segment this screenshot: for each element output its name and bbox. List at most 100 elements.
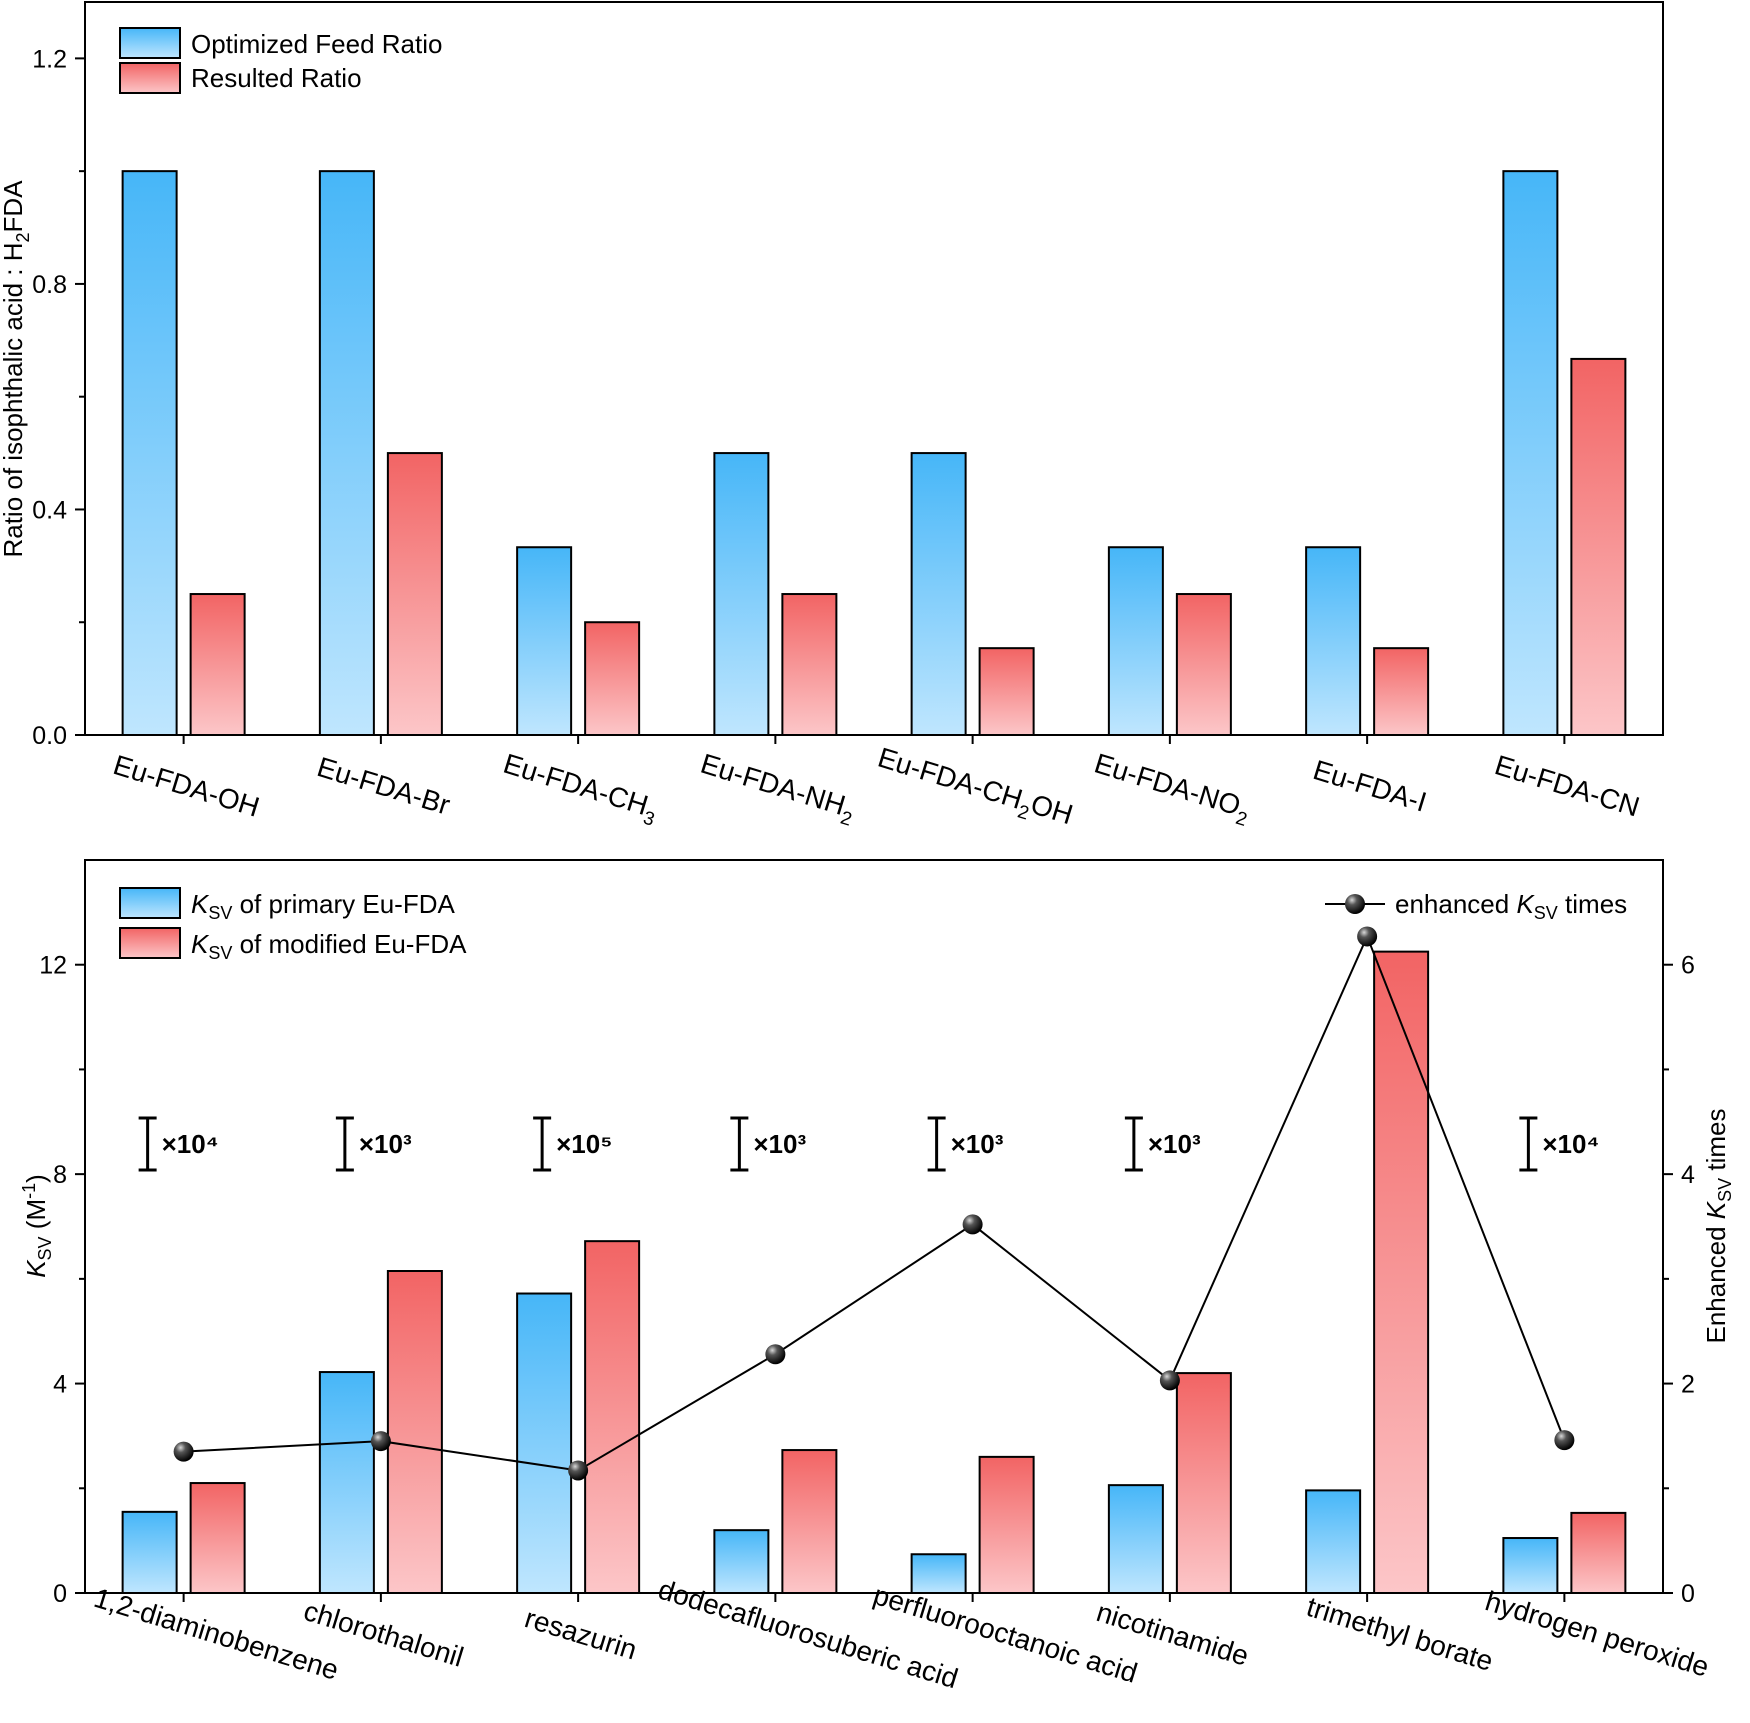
enhanced-ksv-line <box>173 926 1575 1481</box>
ratio-bar-feed-4 <box>910 452 967 736</box>
enhanced-ksv-point-4 <box>962 1214 983 1235</box>
legend-swatch-primary <box>119 887 181 919</box>
ratio-plot-frame <box>84 1 1664 736</box>
ratio-bar-resulted-7 <box>1570 357 1627 736</box>
multiplier-label: ×10³ <box>1148 1129 1201 1159</box>
enhanced-ksv-point-2 <box>568 1460 589 1481</box>
ratio-bar-feed-6 <box>1305 546 1362 737</box>
ksv-y-tick-label: 8 <box>53 1161 67 1189</box>
enhanced-y-tick-label: 2 <box>1681 1371 1695 1399</box>
enhanced-ksv-polyline <box>183 933 1566 1472</box>
ratio-bar-resulted-1 <box>386 452 443 736</box>
enhanced-y-tick-label: 0 <box>1681 1580 1695 1608</box>
ksv-y-ticks: 0 4 8 12 <box>39 952 85 1608</box>
ratio-category-label: Eu-FDA-OH <box>110 749 263 823</box>
ratio-x-ticks <box>182 735 1566 744</box>
ratio-bar-feed-7 <box>1502 170 1559 736</box>
legend-label-modified: KSV of modified Eu-FDA <box>191 929 467 963</box>
ratio-bar-resulted-4 <box>978 647 1035 736</box>
ratio-y-tick-label: 0.0 <box>32 722 67 750</box>
ratio-bar-feed-5 <box>1107 546 1164 737</box>
ratio-category-label: Eu-FDA-NO2 <box>1089 747 1255 831</box>
ksv-category-label: resazurin <box>521 1602 640 1665</box>
ratio-bar-resulted-5 <box>1175 593 1232 736</box>
ksv-bar-primary-4 <box>910 1553 967 1595</box>
ksv-category-label: hydrogen peroxide <box>1482 1585 1713 1682</box>
ksv-plot-frame <box>84 859 1664 1594</box>
enhanced-ksv-point-0 <box>173 1441 194 1462</box>
multiplier-label: ×10⁴ <box>1542 1129 1599 1159</box>
ratio-bar-feed-0 <box>121 170 178 736</box>
enhanced-y-tick-label: 6 <box>1681 952 1695 980</box>
ksv-bars <box>121 950 1627 1595</box>
ksv-bar-primary-6 <box>1305 1489 1362 1595</box>
legend-label-feed: Optimized Feed Ratio <box>191 29 442 59</box>
ksv-x-ticks <box>182 1593 1566 1602</box>
ratio-bar-feed-2 <box>516 546 573 737</box>
ksv-bar-primary-5 <box>1107 1484 1164 1594</box>
ratio-y-axis-title: Ratio of isophthalic acid : H2FDA <box>0 180 33 558</box>
ratio-bar-feed-1 <box>318 170 375 736</box>
ratio-category-label: Eu-FDA-Br <box>314 751 454 821</box>
ratio-y-tick-label: 0.8 <box>32 271 67 299</box>
multiplier-label: ×10⁵ <box>556 1129 612 1159</box>
multiplier-bracket <box>927 1116 946 1172</box>
ratio-legend: Optimized Feed Ratio Resulted Ratio <box>119 27 442 94</box>
ksv-legend: KSV of primary Eu-FDA KSV of modified Eu… <box>119 887 1627 963</box>
legend-swatch-feed <box>119 27 181 59</box>
ratio-category-label: Eu-FDA-CH2OH <box>872 742 1076 837</box>
multiplier-label: ×10⁴ <box>162 1129 219 1159</box>
ksv-bar-primary-1 <box>318 1371 375 1594</box>
legend-label-resulted: Resulted Ratio <box>191 63 362 93</box>
enhanced-y-tick-label: 4 <box>1681 1161 1695 1189</box>
enhanced-ksv-point-5 <box>1159 1370 1180 1391</box>
ksv-bar-modified-7 <box>1570 1511 1627 1594</box>
ratio-bar-resulted-6 <box>1373 647 1430 736</box>
ratio-category-label: Eu-FDA-I <box>1310 754 1431 818</box>
enhanced-ksv-point-6 <box>1357 926 1378 947</box>
ratio-y-ticks: 0.0 0.4 0.8 1.2 <box>32 45 85 750</box>
ratio-category-label: Eu-FDA-CN <box>1491 749 1643 822</box>
multiplier-bracket <box>730 1116 749 1172</box>
ksv-y-tick-label: 4 <box>53 1371 67 1399</box>
ksv-bar-modified-2 <box>584 1240 641 1595</box>
multiplier-label: ×10³ <box>359 1129 412 1159</box>
legend-label-enhanced: enhanced KSV times <box>1395 889 1627 923</box>
ksv-category-label: trimethyl borate <box>1303 1591 1497 1677</box>
multiplier-bracket <box>1124 1116 1143 1172</box>
enhanced-ksv-point-7 <box>1554 1430 1575 1451</box>
ksv-bar-modified-3 <box>781 1449 838 1594</box>
ksv-bar-modified-6 <box>1373 950 1430 1594</box>
legend-swatch-resulted <box>119 62 181 94</box>
multiplier-bracket <box>533 1116 552 1172</box>
ratio-y-tick-label: 0.4 <box>32 496 67 524</box>
ratio-bar-resulted-2 <box>584 621 641 737</box>
enhanced-y-axis-title: Enhanced KSV times <box>1701 1108 1735 1343</box>
ksv-category-label: 1,2-diaminobenzene <box>91 1582 343 1686</box>
ratio-bar-resulted-0 <box>189 593 246 736</box>
multiplier-bracket <box>1519 1116 1538 1172</box>
ksv-bar-primary-0 <box>121 1510 178 1595</box>
ksv-y-axis-title: KSV (M-1) <box>19 1174 55 1278</box>
ksv-y-tick-label: 0 <box>53 1580 67 1608</box>
ksv-bar-modified-0 <box>189 1482 246 1595</box>
ksv-bar-primary-3 <box>713 1529 770 1594</box>
ratio-bar-resulted-3 <box>781 593 838 736</box>
legend-marker-enhanced <box>1345 894 1365 914</box>
multiplier-label: ×10³ <box>951 1129 1004 1159</box>
legend-label-primary: KSV of primary Eu-FDA <box>191 889 456 923</box>
ratio-bars <box>121 170 1627 737</box>
ratio-category-label: Eu-FDA-NH2 <box>695 748 859 831</box>
ksv-multipliers: ×10⁴ ×10³ ×10⁵ ×10³ ×10³ ×10³ ×10⁴ <box>138 1116 1599 1172</box>
ksv-bar-modified-1 <box>386 1270 443 1594</box>
enhanced-ksv-point-1 <box>370 1431 391 1452</box>
multiplier-bracket <box>138 1116 157 1172</box>
ratio-bar-feed-3 <box>713 452 770 736</box>
ksv-bar-modified-5 <box>1175 1372 1232 1594</box>
ksv-bar-primary-7 <box>1502 1537 1559 1595</box>
multiplier-label: ×10³ <box>753 1129 806 1159</box>
enhanced-y-ticks: 0 2 4 6 <box>1663 952 1695 1608</box>
